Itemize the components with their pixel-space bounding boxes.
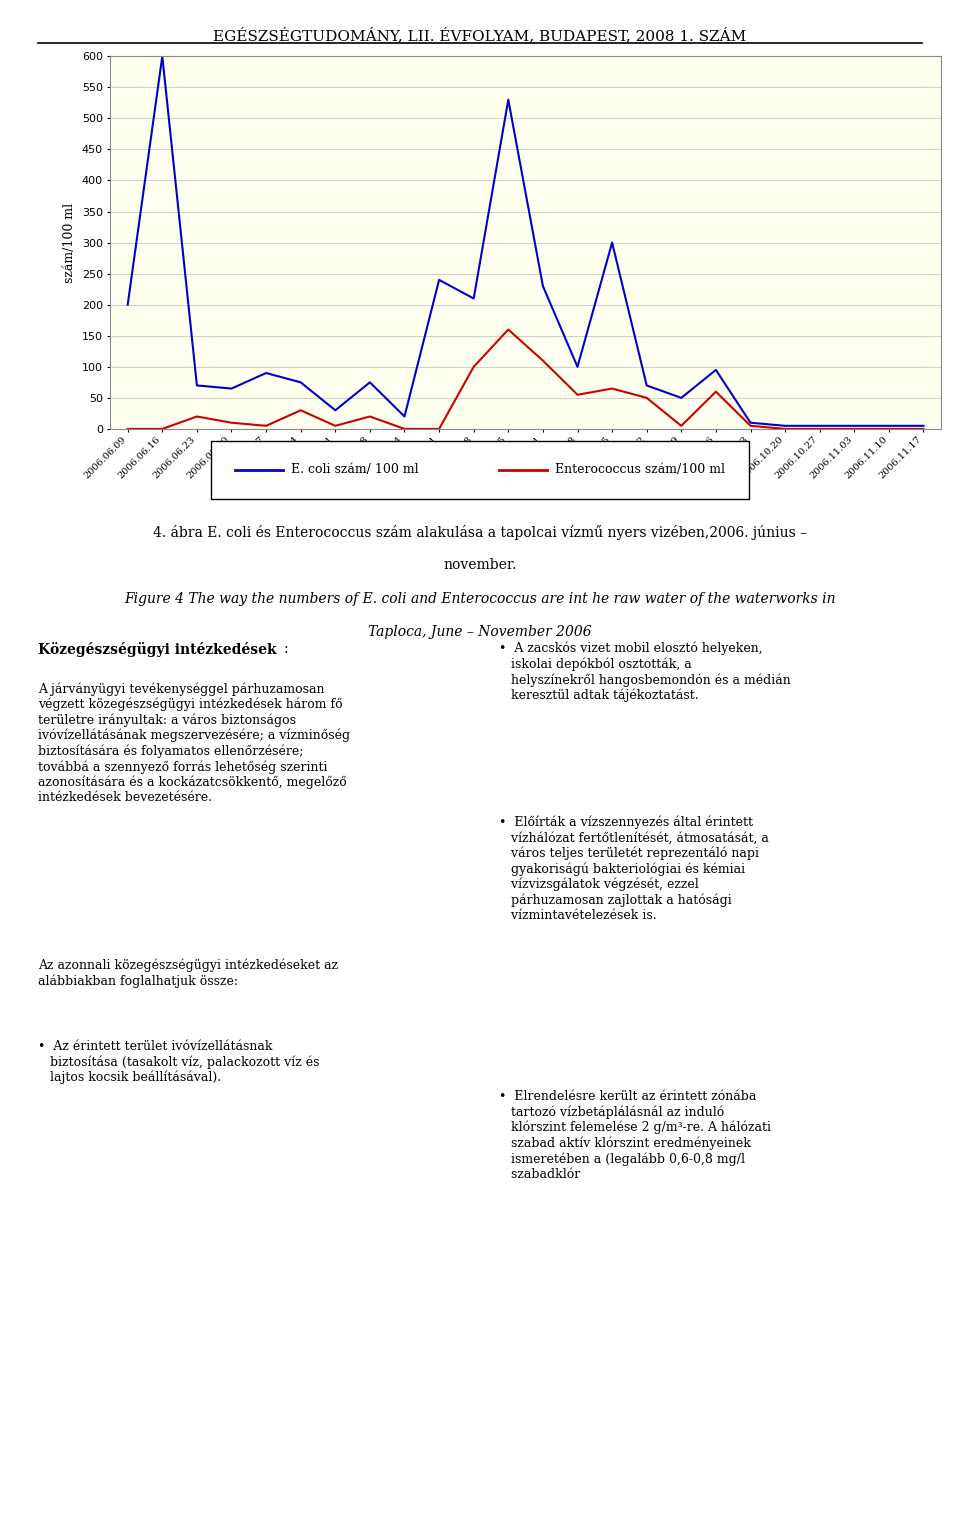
Text: Figure 4 The way the numbers of E. coli and Enterococcus are int he raw water of: Figure 4 The way the numbers of E. coli … bbox=[124, 592, 836, 605]
Text: •  Előírták a vízszennyezés által érintett
   vízhálózat fertőtlenítését, átmosa: • Előírták a vízszennyezés által érintet… bbox=[499, 815, 769, 922]
Text: •  A zacskós vizet mobil elosztó helyeken,
   iskolai depókból osztották, a
   h: • A zacskós vizet mobil elosztó helyeken… bbox=[499, 642, 791, 703]
Text: Enterococcus szám/100 ml: Enterococcus szám/100 ml bbox=[555, 464, 725, 476]
Text: november.: november. bbox=[444, 558, 516, 572]
Text: •  Elrendelésre került az érintett zónába
   tartozó vízbetáplálásnál az induló
: • Elrendelésre került az érintett zónába… bbox=[499, 1091, 771, 1180]
Text: Az azonnali közegészségügyi intézkedéseket az
alábbiakban foglalhatjuk össze:: Az azonnali közegészségügyi intézkedések… bbox=[38, 958, 339, 987]
Text: A járványügyi tevékenységgel párhuzamosan
végzett közegészségügyi intézkedések h: A járványügyi tevékenységgel párhuzamosa… bbox=[38, 681, 350, 805]
Text: Közegészségügyi intézkedések: Közegészségügyi intézkedések bbox=[38, 642, 277, 657]
Text: :: : bbox=[283, 642, 288, 656]
Y-axis label: szám/100 ml: szám/100 ml bbox=[63, 202, 76, 283]
Text: Taploca, June – November 2006: Taploca, June – November 2006 bbox=[369, 625, 591, 639]
Text: 4. ábra E. coli és Enterococcus szám alakulása a tapolcai vízmű nyers vizében,20: 4. ábra E. coli és Enterococcus szám ala… bbox=[153, 525, 807, 540]
Text: E. coli szám/ 100 ml: E. coli szám/ 100 ml bbox=[291, 464, 419, 476]
Text: EGÉSZSÉGTUDOMÁNY, LII. ÉVFOLYAM, BUDAPEST, 2008 1. SZÁM: EGÉSZSÉGTUDOMÁNY, LII. ÉVFOLYAM, BUDAPES… bbox=[213, 27, 747, 43]
Text: •  Az érintett terület ivóvízellátásnak
   biztosítása (tasakolt víz, palackozot: • Az érintett terület ivóvízellátásnak b… bbox=[38, 1040, 320, 1084]
